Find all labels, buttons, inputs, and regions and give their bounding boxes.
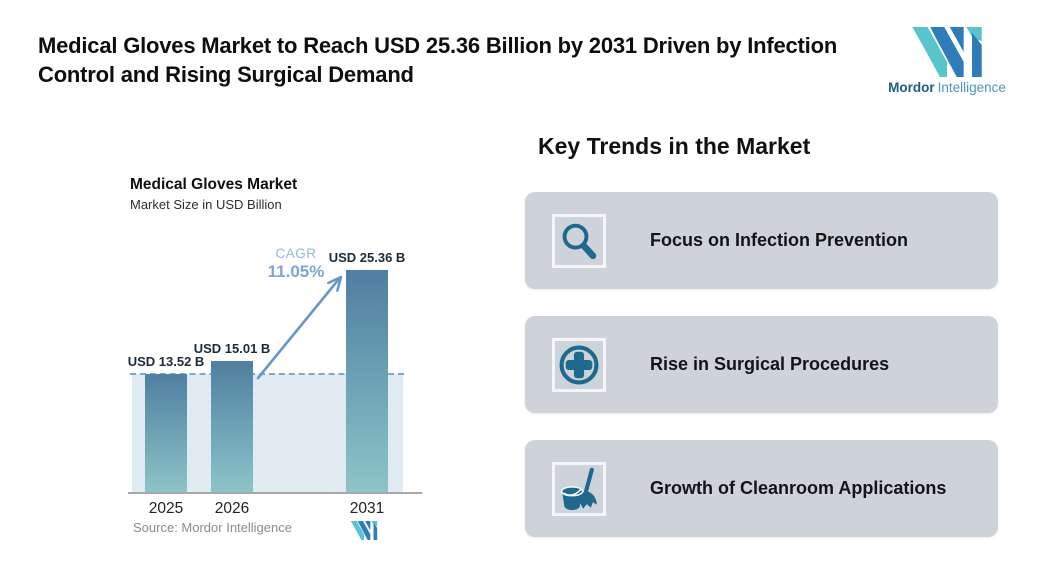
bar-value-label: USD 13.52 B xyxy=(127,354,205,369)
trend-icon-box xyxy=(552,337,606,392)
page-title: Medical Gloves Market to Reach USD 25.36… xyxy=(38,33,838,87)
trend-card-surgical-procedures: Rise in Surgical Procedures xyxy=(525,316,998,413)
trend-icon-box xyxy=(552,461,606,516)
source-note: Source: Mordor Intelligence xyxy=(133,520,292,535)
x-tick-2031: 2031 xyxy=(349,500,385,517)
trends-heading: Key Trends in the Market xyxy=(538,133,811,159)
trend-label: Rise in Surgical Procedures xyxy=(650,354,890,374)
brand-name-light: Intelligence xyxy=(937,80,1006,95)
x-tick-2026: 2026 xyxy=(214,500,250,517)
reference-dashed-line xyxy=(130,373,404,375)
growth-arrow-icon xyxy=(256,275,343,380)
chart-subtitle: Market Size in USD Billion xyxy=(130,197,282,212)
trend-icon-box xyxy=(552,213,606,268)
brand-name-bold: Mordor xyxy=(888,80,935,95)
bar-value-label: USD 25.36 B xyxy=(328,250,406,265)
cagr-value: 11.05% xyxy=(267,262,325,281)
mordor-logo-icon-small xyxy=(350,521,378,540)
trend-label: Growth of Cleanroom Applications xyxy=(650,478,947,498)
bar-2025 xyxy=(145,374,187,493)
cagr-label: CAGR xyxy=(275,246,317,261)
brand-logo: Mordor Intelligence xyxy=(886,27,1008,95)
cleaning-broom-bucket-icon xyxy=(560,467,597,510)
trend-card-infection-prevention: Focus on Infection Prevention xyxy=(525,192,998,289)
x-tick-2025: 2025 xyxy=(148,500,184,517)
chart-title: Medical Gloves Market xyxy=(130,176,298,193)
brand-name: Mordor Intelligence xyxy=(886,80,1008,95)
magnifier-icon xyxy=(562,223,597,259)
mordor-logo-icon xyxy=(912,27,982,77)
trend-label: Focus on Infection Prevention xyxy=(650,230,909,250)
trend-card-cleanroom-applications: Growth of Cleanroom Applications xyxy=(525,440,998,537)
x-axis-line xyxy=(128,492,422,494)
bar-value-label: USD 15.01 B xyxy=(193,341,271,356)
cagr-annotation: CAGR 11.05% xyxy=(253,246,339,282)
medical-cross-icon xyxy=(559,345,599,384)
bar-2031 xyxy=(346,270,388,493)
bar-2026 xyxy=(211,361,253,493)
